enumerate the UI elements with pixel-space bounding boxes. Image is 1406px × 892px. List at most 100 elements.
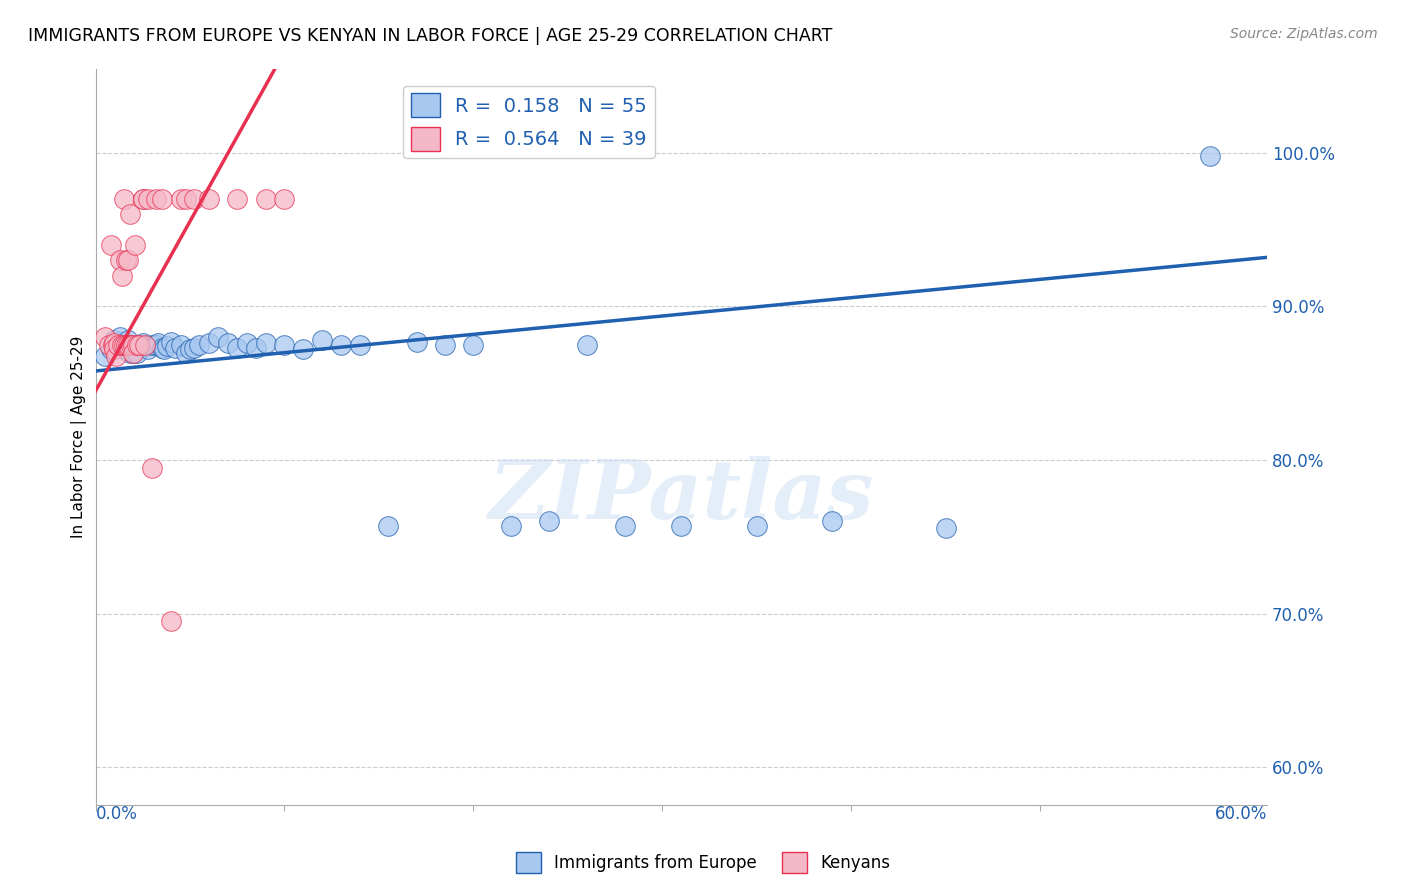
Point <box>118 207 141 221</box>
Point <box>311 333 333 347</box>
Point <box>745 519 768 533</box>
Point <box>146 336 169 351</box>
Point <box>121 338 143 352</box>
Point <box>127 338 149 352</box>
Point <box>671 519 693 533</box>
Point <box>245 341 267 355</box>
Point <box>1199 149 1222 163</box>
Point <box>198 336 221 351</box>
Point <box>108 253 131 268</box>
Point <box>112 343 135 357</box>
Point <box>235 336 257 351</box>
Point <box>100 343 122 357</box>
Point <box>156 339 179 353</box>
Point <box>226 341 249 355</box>
Point <box>169 338 191 352</box>
Point <box>122 345 145 359</box>
Point <box>138 192 160 206</box>
Point <box>114 338 136 352</box>
Point <box>122 345 145 359</box>
Point <box>134 339 156 353</box>
Point <box>111 338 134 352</box>
Point <box>107 338 129 352</box>
Point <box>575 338 598 352</box>
Point <box>330 338 353 352</box>
Point <box>174 192 197 206</box>
Point <box>150 192 173 206</box>
Point <box>103 333 125 347</box>
Point <box>821 515 844 529</box>
Point <box>114 253 136 268</box>
Legend: Immigrants from Europe, Kenyans: Immigrants from Europe, Kenyans <box>509 846 897 880</box>
Point <box>405 334 427 349</box>
Point <box>935 520 957 534</box>
Point <box>349 338 371 352</box>
Point <box>101 338 124 352</box>
Point <box>117 338 139 352</box>
Point <box>141 338 163 352</box>
Point <box>138 343 160 357</box>
Point <box>103 336 125 351</box>
Point <box>145 338 167 352</box>
Text: 0.0%: 0.0% <box>96 805 138 823</box>
Point <box>100 238 122 252</box>
Text: IMMIGRANTS FROM EUROPE VS KENYAN IN LABOR FORCE | AGE 25-29 CORRELATION CHART: IMMIGRANTS FROM EUROPE VS KENYAN IN LABO… <box>28 27 832 45</box>
Point <box>152 343 174 357</box>
Point <box>160 334 183 349</box>
Point <box>118 345 141 359</box>
Point <box>97 338 120 352</box>
Point <box>377 519 399 533</box>
Point <box>103 343 125 357</box>
Point <box>124 238 146 252</box>
Point <box>128 338 150 352</box>
Point <box>613 519 636 533</box>
Point <box>114 338 136 352</box>
Point <box>94 349 117 363</box>
Point <box>141 460 163 475</box>
Point <box>179 343 201 357</box>
Point <box>207 330 229 344</box>
Point <box>132 192 155 206</box>
Point <box>183 341 205 355</box>
Point <box>198 192 221 206</box>
Point <box>134 338 156 352</box>
Point <box>117 253 139 268</box>
Point <box>105 349 128 363</box>
Y-axis label: In Labor Force | Age 25-29: In Labor Force | Age 25-29 <box>72 335 87 538</box>
Point <box>292 343 315 357</box>
Point <box>434 338 457 352</box>
Point <box>117 333 139 347</box>
Point <box>145 192 167 206</box>
Point <box>226 192 249 206</box>
Point <box>111 268 134 283</box>
Point <box>463 338 485 352</box>
Legend: R =  0.158   N = 55, R =  0.564   N = 39: R = 0.158 N = 55, R = 0.564 N = 39 <box>404 86 655 159</box>
Point <box>501 519 523 533</box>
Point <box>273 192 295 206</box>
Point <box>150 341 173 355</box>
Point <box>183 192 205 206</box>
Point <box>254 192 277 206</box>
Text: Source: ZipAtlas.com: Source: ZipAtlas.com <box>1230 27 1378 41</box>
Text: ZIPatlas: ZIPatlas <box>488 456 875 536</box>
Point <box>163 341 186 355</box>
Point <box>94 330 117 344</box>
Point <box>132 192 155 206</box>
Point <box>160 614 183 628</box>
Point <box>217 336 239 351</box>
Point <box>121 338 143 352</box>
Point <box>128 338 150 352</box>
Point <box>273 338 295 352</box>
Point <box>107 338 129 352</box>
Point <box>112 192 135 206</box>
Point <box>174 345 197 359</box>
Point <box>169 192 191 206</box>
Point <box>127 345 149 359</box>
Point <box>188 338 211 352</box>
Point <box>112 338 135 352</box>
Point <box>537 515 560 529</box>
Point <box>124 339 146 353</box>
Text: 60.0%: 60.0% <box>1215 805 1267 823</box>
Point <box>132 336 155 351</box>
Point <box>254 336 277 351</box>
